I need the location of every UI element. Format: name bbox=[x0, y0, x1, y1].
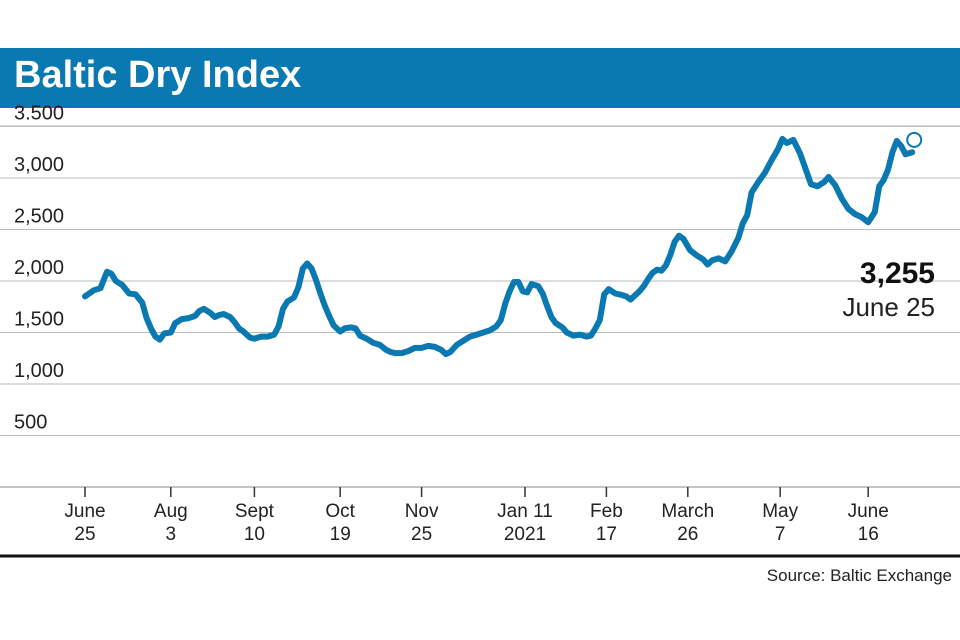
title-bar: Baltic Dry Index bbox=[0, 48, 960, 108]
y-tick-label: 500 bbox=[14, 412, 47, 434]
x-tick-label-line2: 26 bbox=[677, 524, 698, 545]
x-tick-label-line2: 10 bbox=[244, 524, 265, 545]
x-tick-label-line2: 19 bbox=[330, 524, 351, 545]
x-tick-label-line1: May bbox=[762, 501, 798, 522]
bdi-series-line bbox=[82, 135, 916, 358]
x-tick-label-line1: Jan 11 bbox=[497, 501, 553, 522]
x-tick-label-line1: Sept bbox=[235, 501, 275, 522]
x-tick-label-line1: Nov bbox=[405, 501, 439, 522]
x-tick-label-line2: 3 bbox=[166, 524, 177, 545]
y-tick-label: 3,000 bbox=[14, 154, 64, 176]
x-tick-label-line2: 7 bbox=[775, 524, 786, 545]
x-tick-label-line1: March bbox=[661, 501, 714, 522]
y-tick-label: 2,000 bbox=[14, 257, 64, 279]
x-tick-label-line2: 17 bbox=[596, 524, 617, 545]
x-tick-label-line2: 16 bbox=[858, 524, 879, 545]
x-tick-label-line1: June bbox=[848, 501, 889, 522]
y-tick-label: 1,500 bbox=[14, 309, 64, 331]
x-tick-label-line1: June bbox=[64, 501, 105, 522]
x-tick-label-line1: Aug bbox=[154, 501, 188, 522]
x-tick-label-line2: 25 bbox=[411, 524, 432, 545]
x-tick-label-line2: 25 bbox=[74, 524, 95, 545]
source-note: Source: Baltic Exchange bbox=[766, 566, 952, 585]
chart-title: Baltic Dry Index bbox=[14, 54, 302, 96]
y-tick-label: 1,000 bbox=[14, 360, 64, 382]
y-tick-label: 2,500 bbox=[14, 206, 64, 228]
last-value-label: 3,255 bbox=[860, 257, 935, 290]
y-tick-label: 3.500 bbox=[14, 103, 64, 125]
x-tick-label-line2: 2021 bbox=[504, 524, 546, 545]
last-value-marker bbox=[906, 131, 923, 148]
x-tick-label-line1: Oct bbox=[325, 501, 355, 522]
x-tick-label-line1: Feb bbox=[590, 501, 623, 522]
last-value-date-label: June 25 bbox=[842, 292, 935, 322]
